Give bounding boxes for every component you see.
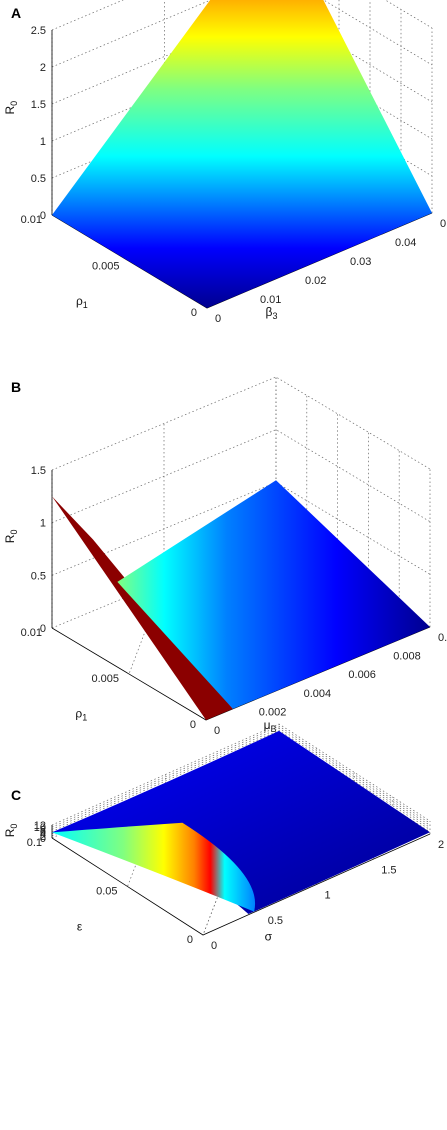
y-tick-label: 0.05 — [440, 218, 447, 230]
panel-C: R0 ε σ — [3, 723, 431, 944]
z-tick-label: 6 — [40, 827, 46, 839]
x-axis-label: ρ1 — [75, 706, 87, 722]
x-tick-label: 0.005 — [91, 673, 119, 685]
y-tick-label: 0.01 — [260, 294, 281, 306]
z-tick-label: 0.5 — [31, 570, 46, 582]
z-gridline — [51, 730, 431, 832]
x-tick-label: 0 — [187, 934, 193, 946]
y-axis-label: σ — [265, 930, 273, 944]
z-tick-label: 2 — [40, 831, 46, 843]
z-tick-label: 2 — [40, 62, 46, 74]
z-tick-label: 0 — [40, 623, 46, 635]
y-tick-label: 2 — [438, 839, 444, 851]
z-tick-label: 1.5 — [31, 465, 46, 477]
z-gridline — [51, 0, 433, 68]
panel-label-A: A — [11, 5, 21, 21]
y-floor-gridline — [202, 736, 280, 936]
y-tick-label: 0 — [214, 725, 220, 737]
y-tick-label: 1 — [325, 890, 331, 902]
z-tick-label: 0.5 — [31, 173, 46, 185]
x-tick-label: 0.01 — [21, 214, 42, 226]
y-tick-label: 1.5 — [381, 864, 396, 876]
y-axis-label: μB — [264, 718, 277, 734]
y-tick-label: 0.008 — [393, 651, 421, 663]
y-tick-label: 0.02 — [305, 275, 326, 287]
z-tick-label: 1 — [40, 136, 46, 148]
z-tick-label: 0 — [40, 210, 46, 222]
z-tick-label: 12 — [34, 820, 46, 832]
z-axis-label: R0 — [3, 824, 19, 838]
z-tick-label: 10 — [34, 822, 46, 834]
panel-label-B: B — [11, 379, 21, 395]
base-edges — [51, 833, 431, 936]
surface-A — [52, 0, 432, 308]
x-tick-label: 0.005 — [92, 261, 120, 273]
z-tick-label: 0 — [40, 833, 46, 845]
x-axis-label: ρ1 — [76, 294, 88, 310]
z-tick-label: 8 — [40, 824, 46, 836]
z-tick-label: 1.5 — [31, 99, 46, 111]
z-gridline — [51, 481, 431, 576]
z-axis-label: R0 — [3, 101, 19, 115]
surface-C-back — [52, 730, 430, 915]
y-tick-label: 0.04 — [395, 237, 416, 249]
y-tick-label: 0.006 — [348, 669, 376, 681]
x-axis-label: ε — [77, 919, 83, 933]
x-tick-label: 0.05 — [96, 886, 117, 898]
y-tick-label: 0.004 — [304, 688, 332, 700]
y-tick-label: 0.01 — [438, 632, 447, 644]
z-tick-label: 4 — [40, 829, 46, 841]
y-tick-label: 0 — [211, 940, 217, 952]
x-tick-label: 0.1 — [27, 837, 42, 849]
x-tick-label: 0 — [191, 307, 197, 319]
z-tick-label: 1 — [40, 518, 46, 530]
surface-B-plane — [117, 480, 430, 709]
surface-C-front — [52, 822, 256, 912]
z-gridline — [51, 429, 431, 523]
z-axis-label: R0 — [3, 530, 19, 544]
panel-A: R0 ρ1 β3 — [3, 0, 433, 321]
x-tick-label: 0.01 — [21, 627, 42, 639]
y-tick-label: 0.5 — [268, 915, 283, 927]
y-axis-label: β3 — [266, 305, 278, 321]
z-gridline — [51, 725, 431, 828]
z-gridline — [51, 376, 431, 471]
y-tick-label: 0 — [215, 313, 221, 325]
panel-B: R0 ρ1 μB — [3, 376, 431, 734]
y-tick-label: 0.002 — [259, 706, 287, 718]
panel-label-C: C — [11, 787, 21, 803]
y-tick-label: 0.03 — [350, 256, 371, 268]
z-tick-label: 2.5 — [31, 25, 46, 37]
x-tick-label: 0 — [190, 719, 196, 731]
